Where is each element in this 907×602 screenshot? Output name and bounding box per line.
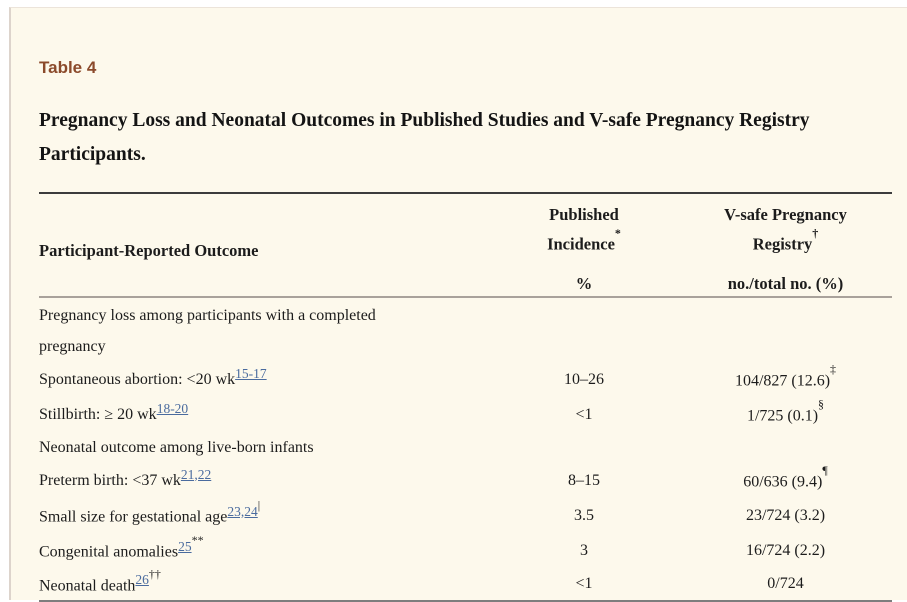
- table-title-line1: Pregnancy Loss and Neonatal Outcomes in …: [39, 110, 810, 131]
- reference-link[interactable]: 15-17: [235, 365, 267, 381]
- table-row: Neonatal death26†† <1 0/724: [39, 567, 892, 600]
- outcome-cell: Preterm birth: <37 wk21,22: [39, 467, 489, 490]
- header-vsafe-line1: V-safe Pregnancy: [724, 205, 847, 224]
- vsafe-value: 0/724: [767, 575, 804, 592]
- table-body: Pregnancy loss among participants with a…: [39, 298, 892, 600]
- outcome-cell: Neonatal death26††: [39, 567, 489, 595]
- vsafe-value: 60/636 (9.4): [743, 473, 823, 491]
- footnote-marker: ‡: [830, 362, 837, 377]
- table-section-row: pregnancy: [39, 337, 106, 355]
- reference-link[interactable]: 23,24: [227, 503, 258, 519]
- vsafe-registry-cell: 1/725 (0.1)§: [679, 397, 892, 425]
- table-number-label: Table 4: [39, 58, 97, 77]
- vsafe-value: 1/725 (0.1): [746, 407, 819, 425]
- vsafe-registry-cell: 23/724 (3.2): [679, 507, 892, 525]
- table-header-divider-rule: [39, 296, 892, 298]
- vsafe-value: 16/724 (2.2): [745, 541, 826, 559]
- vsafe-registry-cell: 104/827 (12.6)‡: [679, 362, 892, 390]
- header-published-unit: %: [575, 273, 593, 293]
- outcomes-table: Participant-Reported Outcome Published I…: [39, 192, 892, 602]
- header-published-line1: Published: [549, 205, 619, 224]
- header-published-incidence-column: Published Incidence* %: [489, 194, 679, 296]
- table-row: Stillbirth: ≥ 20 wk18-20 <1 1/725 (0.1)§: [39, 397, 892, 432]
- published-incidence-cell: 3: [580, 541, 588, 559]
- reference-link[interactable]: 25: [178, 538, 192, 554]
- outcome-label: Preterm birth: <37 wk: [39, 471, 181, 489]
- table-row: Congenital anomalies25** 3 16/724 (2.2): [39, 533, 892, 568]
- outcome-label: Neonatal death: [39, 577, 136, 595]
- table-title-line2: Participants.: [39, 144, 146, 165]
- header-vsafe-registry-column: V-safe Pregnancy Registry† no./total no.…: [679, 194, 892, 296]
- vsafe-registry-cell: 0/724: [679, 575, 892, 593]
- footnote-marker: **: [191, 533, 204, 548]
- header-vsafe-line2: Registry†: [752, 226, 819, 254]
- table-header-row: Participant-Reported Outcome Published I…: [39, 194, 892, 296]
- footnote-marker: ††: [148, 566, 161, 581]
- footnote-marker: ¶: [822, 463, 828, 478]
- outcome-cell: Congenital anomalies25**: [39, 533, 489, 561]
- vsafe-registry-cell: 16/724 (2.2): [679, 542, 892, 560]
- outcome-cell: Spontaneous abortion: <20 wk15-17: [39, 366, 489, 389]
- table-row: Preterm birth: <37 wk21,22 8–15 60/636 (9.…: [39, 463, 892, 498]
- footnote-marker: §: [818, 397, 825, 412]
- table-row: Small size for gestational age23,24| 3.5 2…: [39, 498, 892, 533]
- footnote-marker-asterisk: *: [614, 226, 621, 240]
- article-table-panel: Table 4 Pregnancy Loss and Neonatal Outc…: [9, 7, 907, 602]
- published-incidence-cell: <1: [575, 405, 593, 423]
- table-row: Spontaneous abortion: <20 wk15-17 10–26 10…: [39, 362, 892, 397]
- reference-link[interactable]: 21,22: [180, 466, 212, 482]
- outcome-label: Small size for gestational age: [39, 508, 228, 526]
- outcome-label: Congenital anomalies: [39, 543, 179, 561]
- outcome-label: Spontaneous abortion: <20 wk: [39, 370, 236, 388]
- header-outcome-column: Participant-Reported Outcome: [39, 241, 259, 260]
- table-title: Pregnancy Loss and Neonatal Outcomes in …: [39, 104, 899, 172]
- outcome-label: Stillbirth: ≥ 20 wk: [39, 405, 157, 423]
- header-published-line2: Incidence*: [547, 226, 621, 254]
- vsafe-value: 23/724 (3.2): [745, 506, 826, 524]
- reference-link[interactable]: 18-20: [156, 400, 189, 416]
- vsafe-registry-cell: 60/636 (9.4)¶: [679, 463, 892, 491]
- footnote-marker: |: [257, 498, 261, 513]
- reference-link[interactable]: 26: [135, 572, 149, 588]
- table-section-row: Pregnancy loss among participants with a…: [39, 306, 376, 324]
- published-incidence-cell: 8–15: [568, 471, 600, 489]
- published-incidence-cell: 3.5: [574, 506, 594, 524]
- footnote-marker-dagger: †: [812, 226, 819, 240]
- table-top-rule: [39, 192, 892, 194]
- header-vsafe-unit: no./total no. (%): [727, 273, 844, 293]
- table-section-row: Neonatal outcome among live-born infants: [39, 438, 314, 456]
- vsafe-value: 104/827 (12.6): [734, 372, 831, 390]
- outcome-cell: Small size for gestational age23,24|: [39, 498, 489, 526]
- outcome-cell: Stillbirth: ≥ 20 wk18-20: [39, 401, 489, 424]
- published-incidence-cell: <1: [575, 575, 593, 592]
- published-incidence-cell: 10–26: [564, 370, 604, 388]
